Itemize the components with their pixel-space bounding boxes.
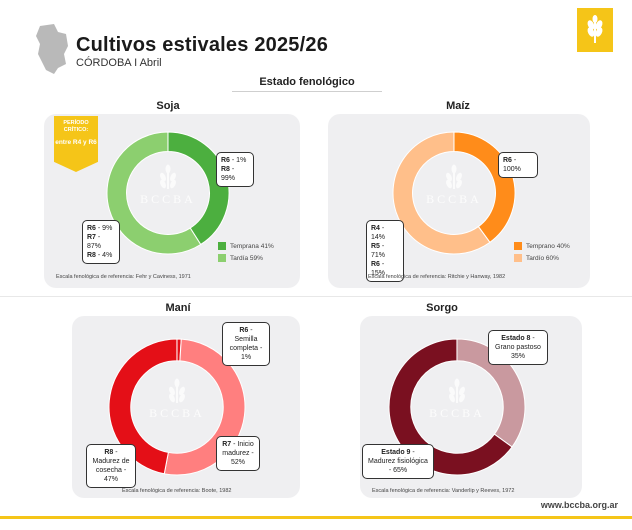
stage-value: - Inicio madurez - 52% (222, 441, 254, 466)
stage-value: - Madurez de cosecha - 47% (92, 449, 130, 483)
watermark-wheat-icon (169, 378, 185, 403)
maiz-callout-temprano: R6 - 100% (498, 152, 538, 178)
stage-value: - 1% (229, 157, 247, 164)
page-subtitle: CÓRDOBA I Abril (76, 57, 162, 69)
donut-slice-r8 (108, 338, 178, 475)
donut-slice-temprano (453, 131, 516, 244)
donut-slice-tardía (106, 131, 202, 255)
stage-value: - 14% (371, 225, 386, 241)
callout-line: R5 - 71% (371, 242, 399, 260)
soja-donut-chart: BCCBA (106, 131, 230, 255)
sorgo-callout-estado9: Estado 9 - Madurez fisiológica - 65% (362, 444, 434, 479)
legend-swatch (514, 242, 522, 250)
stage-value: - 100% (503, 157, 521, 173)
section-title: Estado fenológico (232, 76, 382, 92)
donut-slice-tardío (392, 131, 491, 255)
mani-callout-r7: R7 - Inicio madurez - 52% (216, 436, 260, 471)
stage-code: R6 (371, 261, 380, 268)
wheat-icon (587, 15, 603, 43)
callout-line: R4 - 14% (371, 224, 399, 242)
callout-line: R6 - 100% (503, 156, 533, 174)
page-title: Cultivos estivales 2025/26 (76, 34, 329, 56)
callout-line: R6 - 15% (371, 260, 399, 278)
mani-callout-r6: R6 - Semilla completa - 1% (222, 322, 270, 366)
legend-label: Temprano 40% (526, 242, 570, 250)
sorgo-callout-estado8: Estado 8 - Grano pastoso 35% (488, 330, 548, 365)
maiz-title: Maíz (446, 100, 470, 112)
mani-reference: Escala fenológica de referencia: Boote, … (122, 488, 232, 494)
watermark-text: BCCBA (429, 406, 485, 420)
divider (0, 296, 632, 297)
mani-callout-r8: R8 - Madurez de cosecha - 47% (86, 444, 136, 488)
watermark-text: BCCBA (140, 192, 196, 206)
watermark-wheat-icon (446, 164, 462, 189)
soja-callout-tardia: R6 - 9% R7 - 87% R8 - 4% (82, 220, 120, 264)
watermark-wheat-icon (160, 164, 176, 189)
stage-code: R6 (503, 157, 512, 164)
legend-swatch (514, 254, 522, 262)
stage-value: - 99% (221, 166, 236, 182)
stage-code: R6 (239, 327, 249, 334)
callout-line: R6 - 1% (221, 156, 249, 165)
stage-value: - Semilla completa - 1% (229, 327, 263, 361)
critical-period-badge: PERÍODO CRÍTICO: entre R4 y R6 (54, 116, 98, 172)
critical-period-range: entre R4 y R6 (55, 139, 97, 146)
critical-period-label: PERÍODO CRÍTICO: (63, 120, 89, 133)
callout-line: R8 - 99% (221, 165, 249, 183)
sorgo-reference: Escala fenológica de referencia: Vanderl… (372, 488, 515, 494)
callout-line: R8 - 4% (87, 251, 115, 260)
stage-value: - 9% (95, 225, 113, 232)
soja-title: Soja (156, 100, 180, 112)
maiz-reference: Escala fenológica de referencia: Ritchie… (368, 274, 506, 280)
stage-code: R8 (221, 166, 230, 173)
donut-slice-estado-9 (388, 338, 513, 476)
stage-value: - 87% (87, 234, 102, 250)
legend-item: Tardío 60% (514, 252, 570, 264)
stage-code: Estado 9 (381, 449, 411, 456)
stage-value: - Madurez fisiológica - 65% (368, 449, 428, 474)
stage-code: R4 (371, 225, 380, 232)
legend-item: Temprana 41% (218, 240, 274, 252)
legend-swatch (218, 242, 226, 250)
legend-item: Tardía 59% (218, 252, 274, 264)
stage-code: R6 (221, 157, 230, 164)
footer-stripe (0, 516, 632, 519)
sorgo-title: Sorgo (426, 302, 458, 314)
stage-code: R7 (87, 234, 96, 241)
legend-label: Temprana 41% (230, 242, 274, 250)
website-link[interactable]: www.bccba.org.ar (540, 500, 618, 510)
stage-code: R8 (87, 252, 96, 259)
callout-line: R7 - 87% (87, 233, 115, 251)
maiz-legend: Temprano 40% Tardío 60% (514, 240, 570, 264)
stage-code: R5 (371, 243, 380, 250)
donut-slice-temprana (167, 131, 230, 246)
legend-label: Tardío 60% (526, 254, 559, 262)
maiz-donut-chart: BCCBA (392, 131, 516, 255)
soja-legend: Temprana 41% Tardía 59% (218, 240, 274, 264)
legend-swatch (218, 254, 226, 262)
watermark-text: BCCBA (426, 192, 482, 206)
legend-item: Temprano 40% (514, 240, 570, 252)
soja-callout-temprana: R6 - 1% R8 - 99% (216, 152, 254, 187)
legend-label: Tardía 59% (230, 254, 263, 262)
cordoba-province-icon (36, 24, 68, 74)
stage-value: - 71% (371, 243, 386, 259)
watermark-wheat-icon (449, 378, 465, 403)
wheat-logo-badge (577, 8, 613, 52)
stage-code: R6 (87, 225, 96, 232)
stage-value: - 15% (371, 261, 386, 277)
maiz-callout-tardio: R4 - 14% R5 - 71% R6 - 15% (366, 220, 404, 282)
callout-line: R6 - 9% (87, 224, 115, 233)
stage-value: - Grano pastoso 35% (495, 335, 541, 360)
stage-code: R7 (222, 441, 232, 448)
soja-reference: Escala fenológica de referencia: Fehr y … (56, 274, 191, 280)
stage-code: R8 (104, 449, 114, 456)
stage-code: Estado 8 (501, 335, 531, 342)
watermark-text: BCCBA (149, 406, 205, 420)
mani-title: Maní (165, 302, 191, 314)
stage-value: - 4% (95, 252, 113, 259)
